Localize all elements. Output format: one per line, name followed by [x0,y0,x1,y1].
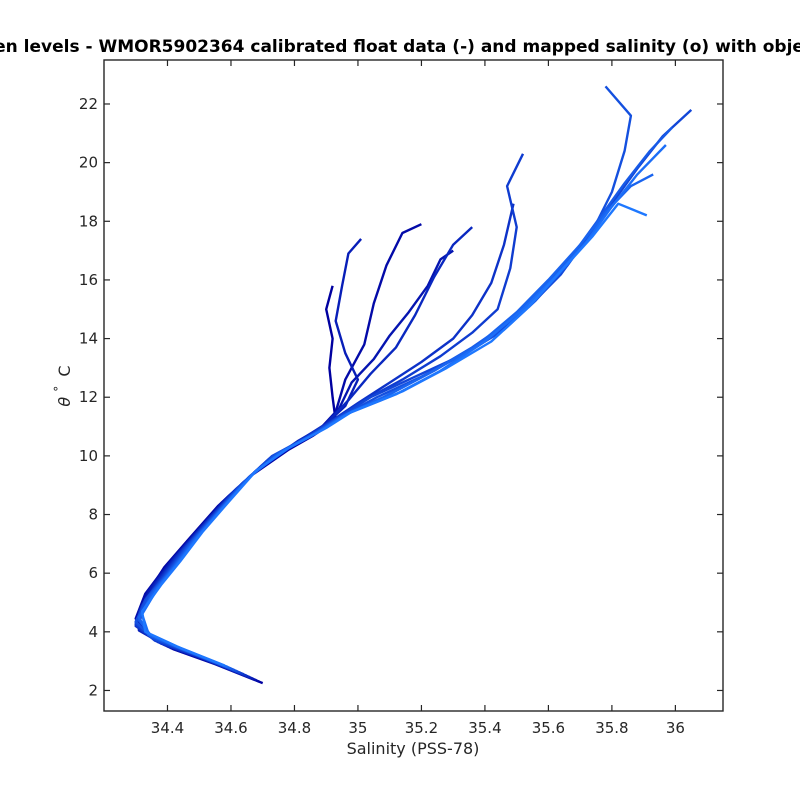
chart-title: OW chosen levels - WMOR5902364 calibrate… [0,37,800,57]
y-axis: 2 4 6 8 10 12 14 16 18 20 22 [79,95,723,699]
profile-line [134,85,633,673]
profile-line [134,203,515,677]
x-axis: 34.4 34.6 34.8 35 35.2 35.4 35.6 35.8 36 [151,60,685,737]
y-tick-label: 2 [88,681,98,699]
x-tick-label: 35 [348,719,367,737]
y-axis-label-degree: ° [52,386,66,392]
x-tick-label: 34.4 [151,719,184,737]
profile-line [140,202,648,667]
y-axis-label-unit: C [55,365,74,376]
x-tick-label: 35.6 [532,719,565,737]
y-tick-label: 22 [79,95,98,113]
x-tick-label: 35.4 [468,719,501,737]
x-tick-label: 34.6 [214,719,247,737]
y-tick-label: 18 [79,212,98,230]
y-tick-label: 14 [79,330,98,348]
x-axis-label: Salinity (PSS-78) [347,739,480,758]
profile-line [137,285,337,685]
y-tick-label: 4 [88,623,98,641]
y-tick-label: 6 [88,564,98,582]
svg-text:θ ° C: θ ° C [48,365,74,406]
y-tick-label: 16 [79,271,98,289]
x-tick-label: 36 [666,719,685,737]
y-tick-label: 10 [79,447,98,465]
y-tick-label: 12 [79,388,98,406]
profile-line [137,249,454,682]
profile-line [134,153,525,676]
y-axis-label-symbol: θ [55,397,74,407]
profile-line [134,109,693,675]
x-tick-label: 35.2 [405,719,438,737]
x-tick-label: 35.8 [595,719,628,737]
y-tick-label: 20 [79,154,98,172]
axes-frame [103,59,724,712]
x-tick-label: 34.8 [278,719,311,737]
y-axis-label: θ ° C [48,365,74,406]
series-layer [134,85,693,685]
profile-line [140,144,667,669]
y-tick-label: 8 [88,506,98,524]
profile-line [137,126,674,672]
